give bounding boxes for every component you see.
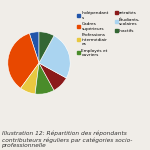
Legend: retraités, Étudiants,
scolaires, Inactifs: retraités, Étudiants, scolaires, Inactif… (115, 11, 140, 33)
Text: Illustration 12: Répartition des répondants
contributeurs réguliers par catégori: Illustration 12: Répartition des réponda… (2, 131, 132, 148)
Wedge shape (39, 36, 70, 78)
Wedge shape (8, 33, 39, 88)
Wedge shape (29, 32, 39, 63)
Wedge shape (35, 63, 54, 94)
Wedge shape (39, 32, 54, 63)
Wedge shape (21, 63, 39, 94)
Wedge shape (39, 63, 66, 90)
